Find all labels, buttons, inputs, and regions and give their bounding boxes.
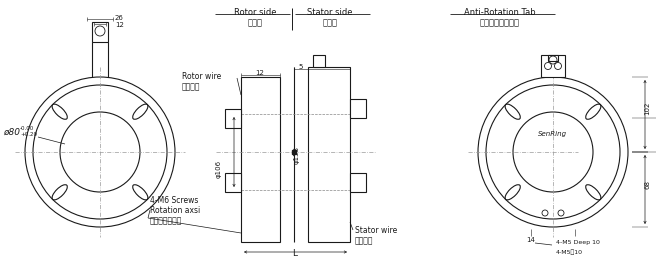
Bar [350,173,366,191]
Text: 转子耗钉固定孔: 转子耗钉固定孔 [150,216,182,225]
Text: 12: 12 [256,70,264,76]
Text: 14: 14 [527,237,535,243]
Text: 68: 68 [644,180,650,189]
Bar [225,109,241,128]
Bar [350,99,366,117]
Text: Rotor wire: Rotor wire [182,72,221,81]
Text: 定子出线: 定子出线 [355,236,373,245]
Text: Stator wire: Stator wire [355,226,398,235]
Text: φ158: φ158 [294,146,300,164]
Bar [92,22,108,42]
Text: 止转片（可调节）: 止转片（可调节） [480,18,520,27]
Bar [541,55,565,77]
Text: 4-M6 Screws: 4-M6 Screws [150,196,198,205]
Text: Rotation axsi: Rotation axsi [150,206,200,215]
Text: 转子边: 转子边 [247,18,262,27]
Bar [548,55,558,61]
Bar [241,77,280,242]
Bar [225,173,241,191]
Text: ø80: ø80 [3,128,20,136]
Bar [308,67,350,242]
Text: L: L [293,249,298,259]
Text: 5: 5 [298,64,302,70]
Text: φ106: φ106 [216,160,222,178]
Text: 4-M5深10: 4-M5深10 [556,249,583,255]
Text: 12: 12 [115,22,124,28]
Text: Rotor side: Rotor side [234,8,276,17]
Text: 26: 26 [115,15,124,21]
Bar [313,55,325,67]
Text: 定子边: 定子边 [323,18,337,27]
Text: -0.00: -0.00 [20,126,34,131]
Text: 4-M5 Deep 10: 4-M5 Deep 10 [556,240,600,245]
Text: +0.20: +0.20 [20,133,37,138]
Text: Anti-Rotation Tab: Anti-Rotation Tab [464,8,536,17]
Text: 102: 102 [644,102,650,115]
Text: Stator side: Stator side [307,8,353,17]
Text: 转子出线: 转子出线 [182,82,201,91]
Text: SenRing: SenRing [539,131,567,137]
